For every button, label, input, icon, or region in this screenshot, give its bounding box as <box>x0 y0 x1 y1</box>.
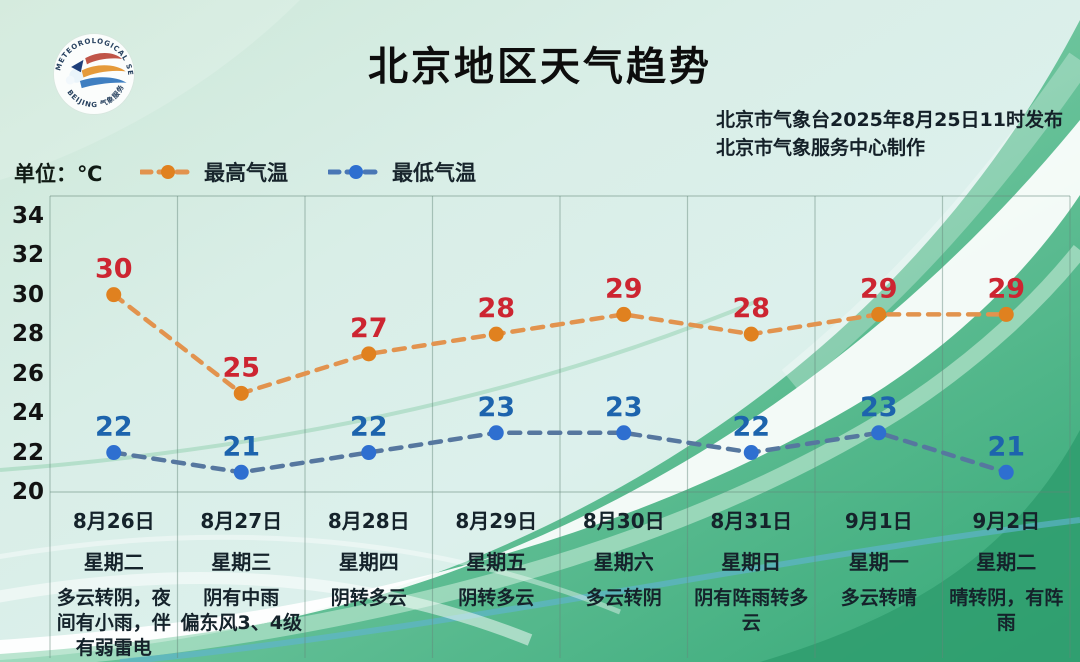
data-point-max <box>871 306 887 322</box>
data-label-max: 29 <box>860 273 898 304</box>
weekday-label: 星期四 <box>338 550 399 574</box>
data-label-max: 30 <box>95 254 133 285</box>
data-point-max <box>361 346 377 362</box>
weekday-label: 星期三 <box>211 550 272 574</box>
weather-label: 阴有中雨 偏东风3、4级 <box>180 587 302 634</box>
data-label-min: 21 <box>222 431 260 462</box>
data-point-max <box>743 326 759 342</box>
weather-label: 阴转多云 <box>458 587 535 609</box>
legend-item-min-temp: 最低气温 <box>328 157 476 187</box>
weather-label: 多云转阴 <box>585 587 662 609</box>
max-temp-series-line <box>111 292 1009 396</box>
data-label-max: 28 <box>732 293 770 324</box>
legend-label-max-temp: 最高气温 <box>204 161 288 185</box>
unit-label: 单位：℃ <box>14 162 103 186</box>
weekday-label: 星期六 <box>593 550 654 574</box>
data-point-min <box>743 445 759 461</box>
data-point-min <box>488 425 504 441</box>
data-label-min: 21 <box>987 431 1025 462</box>
data-point-max <box>106 287 122 303</box>
date-label: 9月2日 <box>972 509 1041 533</box>
date-label: 8月26日 <box>72 509 155 533</box>
data-label-min: 23 <box>860 392 898 423</box>
weekday-label: 星期二 <box>83 550 144 574</box>
data-label-max: 29 <box>605 273 643 304</box>
y-tick-label: 22 <box>11 439 44 466</box>
data-point-min <box>616 425 632 441</box>
weekday-label: 星期一 <box>848 550 909 574</box>
y-tick-label: 34 <box>11 202 44 229</box>
legend: 最高气温 最低气温 <box>140 158 476 186</box>
weekday-label: 星期日 <box>721 550 782 574</box>
max-temp-line-icon <box>140 165 196 179</box>
weather-label: 阴转多云 <box>330 587 407 609</box>
date-label: 8月28日 <box>327 509 410 533</box>
weather-label: 阴有阵雨转多 云 <box>694 587 809 634</box>
legend-row: 单位：℃ 最高气温 最低气温 <box>0 158 1080 188</box>
date-label: 8月30日 <box>582 509 665 533</box>
weather-label: 晴转阴，有阵 雨 <box>949 587 1064 634</box>
min-temp-line-icon <box>328 165 384 179</box>
y-tick-label: 32 <box>11 242 44 269</box>
date-label: 8月27日 <box>200 509 283 533</box>
y-tick-label: 24 <box>11 400 44 427</box>
date-label: 8月31日 <box>710 509 793 533</box>
y-tick-label: 30 <box>11 281 44 308</box>
data-point-min <box>361 445 377 461</box>
data-point-max <box>488 326 504 342</box>
date-label: 9月1日 <box>844 509 913 533</box>
data-label-min: 23 <box>605 392 643 423</box>
data-label-min: 22 <box>350 412 388 443</box>
data-point-max <box>998 306 1014 322</box>
data-label-min: 22 <box>732 412 770 443</box>
page-title: 北京地区天气趋势 <box>368 44 712 90</box>
data-label-max: 27 <box>350 313 388 344</box>
logo-emblem <box>65 52 127 89</box>
data-point-max <box>616 306 632 322</box>
data-point-min <box>106 445 122 461</box>
issue-info-line1: 北京市气象台2025年8月25日11时发布 <box>716 109 1063 131</box>
data-label-max: 28 <box>477 293 515 324</box>
issue-info: 北京市气象台2025年8月25日11时发布 北京市气象服务中心制作 <box>716 106 1063 162</box>
data-point-max <box>233 385 249 401</box>
issue-info-line2: 北京市气象服务中心制作 <box>716 137 926 159</box>
data-label-max: 29 <box>987 273 1025 304</box>
y-tick-label: 28 <box>11 321 44 348</box>
weekday-label: 星期五 <box>466 550 527 574</box>
legend-label-min-temp: 最低气温 <box>392 161 476 185</box>
min-temp-series-line <box>111 430 1009 475</box>
weather-label: 多云转阴，夜 间有小雨，伴 有弱雷电 <box>56 587 171 659</box>
date-label: 8月29日 <box>455 509 538 533</box>
meteorological-service-logo: METEOROLOGICAL SERVICE BEIJING 气象服务 <box>50 30 135 115</box>
legend-item-max-temp: 最高气温 <box>140 157 288 187</box>
data-label-min: 23 <box>477 392 515 423</box>
data-point-min <box>998 464 1014 480</box>
data-label-max: 25 <box>222 352 260 383</box>
data-point-min <box>233 464 249 480</box>
data-label-min: 22 <box>95 412 133 443</box>
y-tick-label: 26 <box>11 360 44 387</box>
y-tick-label: 20 <box>11 479 44 505</box>
data-point-min <box>871 425 887 441</box>
weather-label: 多云转晴 <box>840 587 917 609</box>
weekday-label: 星期二 <box>976 550 1037 574</box>
